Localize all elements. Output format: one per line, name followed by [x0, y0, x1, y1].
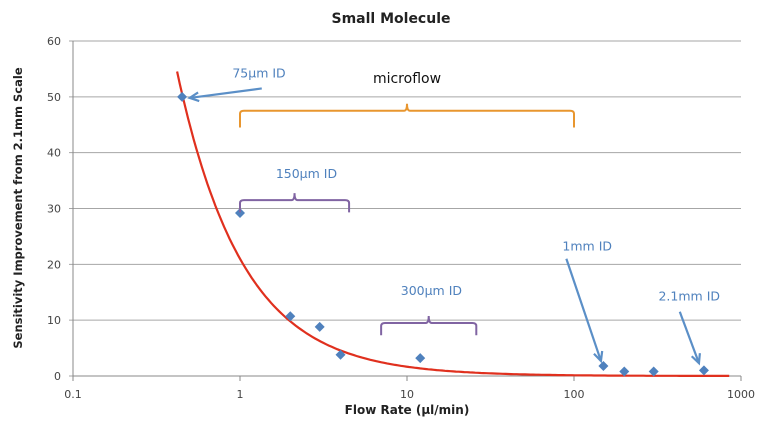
grid — [69, 40, 741, 377]
x-tick-label: 10 — [400, 388, 414, 401]
annotation-label: 75µm ID — [232, 65, 285, 80]
arrow-head — [593, 350, 604, 364]
arrow-head — [187, 91, 200, 103]
data-point — [619, 366, 630, 377]
axes: 0 10 20 30 40 50 60 0.1 1 10 100 1000 — [47, 35, 755, 401]
y-tick-label: 40 — [47, 147, 61, 160]
data-point — [648, 366, 659, 377]
data-point — [235, 207, 245, 218]
data-point — [335, 349, 346, 360]
annotations: 75µm ID microflow 150µm ID 300µm ID 1mm ID 2.… — [187, 65, 720, 366]
x-tick-label: 0.1 — [64, 388, 82, 401]
arrow-head — [690, 353, 701, 366]
arrow-line — [565, 258, 602, 362]
trendline — [176, 71, 730, 377]
arrow-line — [189, 87, 262, 100]
data-points — [177, 91, 709, 377]
y-tick-label: 20 — [47, 258, 61, 271]
annotation-label: 1mm ID — [562, 238, 612, 253]
y-tick-label: 50 — [47, 91, 61, 104]
annotation-label: 300µm ID — [401, 283, 462, 298]
trendline-path — [176, 71, 730, 377]
bracket — [380, 315, 478, 336]
bracket — [239, 193, 351, 213]
bracket — [239, 103, 575, 128]
data-point — [177, 91, 188, 102]
annotation-label: microflow — [373, 71, 441, 87]
annotation-label: 150µm ID — [276, 166, 337, 181]
data-point — [415, 353, 426, 364]
arrow-line — [678, 311, 700, 364]
chart-title: Small Molecule — [332, 11, 451, 27]
x-tick-label: 1000 — [727, 388, 755, 401]
data-point — [314, 321, 325, 332]
data-point — [698, 365, 709, 376]
y-tick-label: 0 — [54, 370, 61, 383]
y-tick-label: 10 — [47, 314, 61, 327]
y-tick-label: 30 — [47, 203, 61, 216]
annotation-label: 2.1mm ID — [658, 289, 720, 304]
x-axis-label: Flow Rate (µl/min) — [345, 403, 470, 417]
x-tick-label: 1 — [237, 388, 244, 401]
x-tick-label: 100 — [564, 388, 585, 401]
data-point — [598, 360, 609, 371]
data-point — [285, 311, 296, 322]
y-axis-label: Sensitivity Improvement from 2.1mm Scale — [11, 67, 25, 348]
y-tick-label: 60 — [47, 35, 61, 48]
